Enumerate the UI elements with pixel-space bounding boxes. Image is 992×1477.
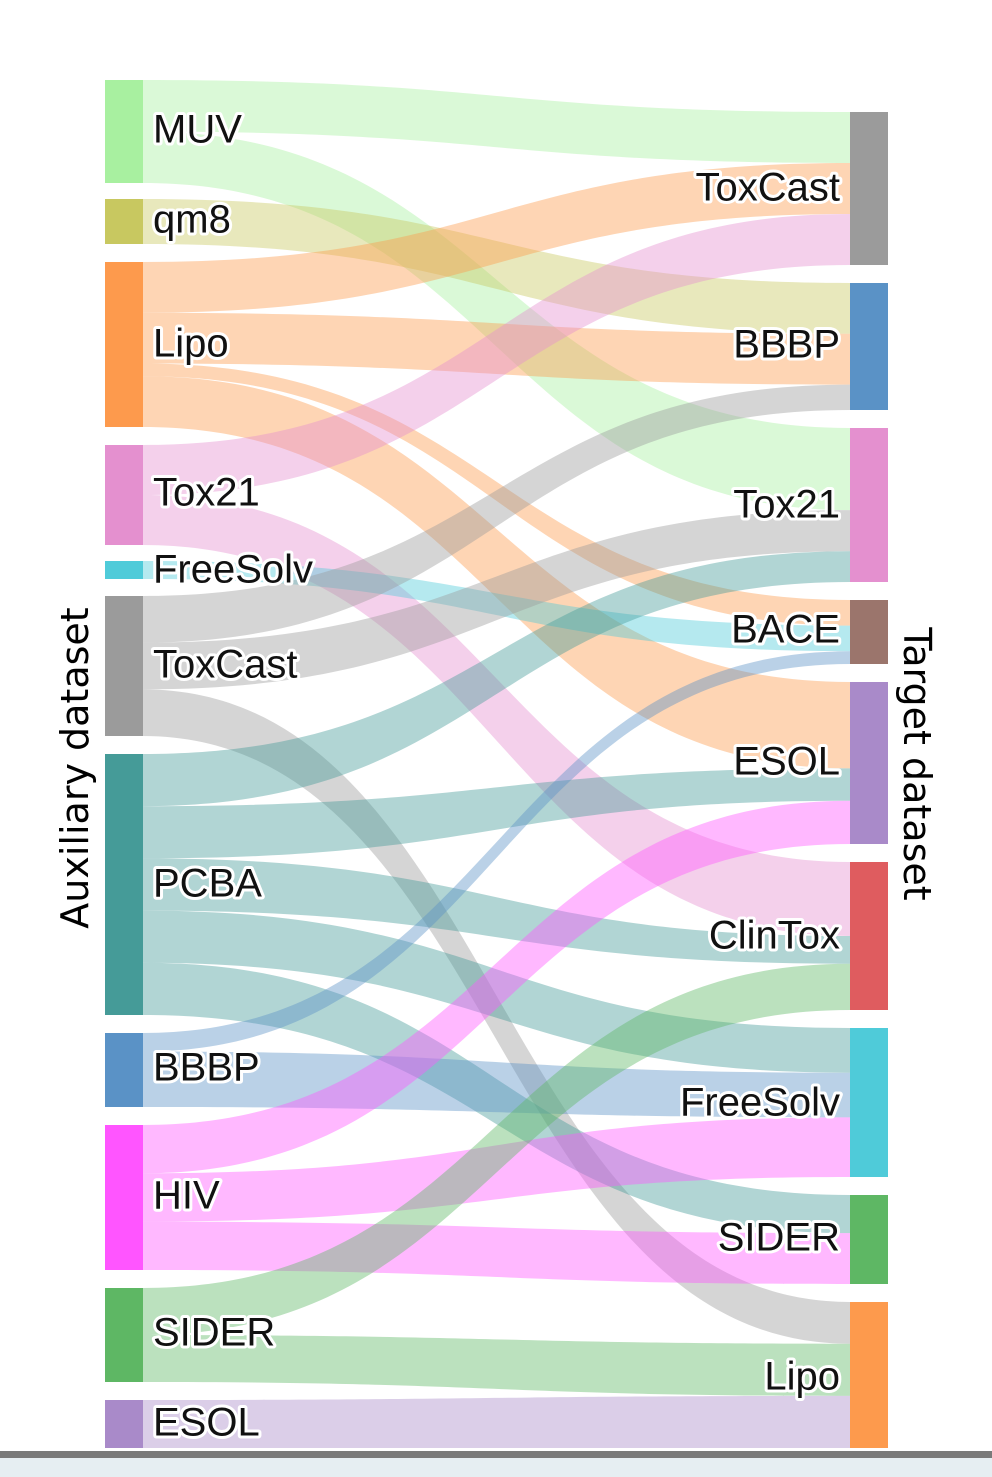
link-pcba-to-freesolv (143, 910, 850, 1073)
source-node-pcba (105, 754, 143, 1015)
source-node-freesolv (105, 561, 143, 579)
link-lipo-to-bbbp (143, 312, 850, 385)
target-node-bace (850, 600, 888, 664)
target-node-toxcast (850, 112, 888, 265)
link-toxcast-to-lipo (143, 689, 850, 1344)
source-node-qm8 (105, 199, 143, 244)
source-node-tox21 (105, 445, 143, 545)
source-label-muv: MUV (153, 108, 242, 152)
target-label-freesolv: FreeSolv (680, 1081, 840, 1125)
link-bbbp-to-freesolv (143, 1051, 850, 1118)
source-node-esol (105, 1400, 143, 1448)
link-muv-to-toxcast (143, 80, 850, 163)
link-esol-to-lipo (143, 1395, 850, 1448)
target-node-freesolv (850, 1028, 888, 1177)
target-label-sider: SIDER (718, 1216, 840, 1260)
source-label-lipo: Lipo (153, 322, 229, 366)
source-label-bbbp: BBBP (153, 1046, 260, 1090)
source-label-hiv: HIV (153, 1174, 220, 1218)
link-hiv-to-freesolv (143, 1117, 850, 1222)
link-pcba-to-sider (143, 962, 850, 1234)
link-tox21-to-toxcast (143, 214, 850, 495)
right-axis-title: Target dataset (895, 626, 939, 900)
source-label-toxcast: ToxCast (153, 643, 298, 687)
source-label-esol: ESOL (153, 1401, 260, 1445)
target-label-esol: ESOL (733, 740, 840, 784)
target-node-bbbp (850, 283, 888, 410)
source-label-freesolv: FreeSolv (153, 548, 313, 592)
link-toxcast-to-bbbp (143, 384, 850, 643)
sankey-links (143, 80, 850, 1448)
target-node-esol (850, 682, 888, 844)
link-lipo-to-bace (143, 363, 850, 626)
target-node-clintox (850, 862, 888, 1010)
source-node-muv (105, 80, 143, 183)
source-label-qm8: qm8 (153, 198, 231, 242)
link-pcba-to-tox21 (143, 551, 850, 807)
target-label-tox21: Tox21 (733, 483, 840, 527)
link-sider-to-lipo (143, 1335, 850, 1396)
source-node-lipo (105, 262, 143, 427)
target-label-lipo: Lipo (764, 1355, 840, 1399)
link-freesolv-to-bace (143, 561, 850, 652)
link-lipo-to-esol (143, 376, 850, 769)
source-label-pcba: PCBA (153, 862, 262, 906)
target-node-tox21 (850, 428, 888, 582)
source-label-sider: SIDER (153, 1311, 275, 1355)
sankey-labels: MUV qm8 Lipo Tox21 FreeSolv ToxCast PCBA BBBP HI… (150, 105, 843, 1448)
target-node-sider (850, 1195, 888, 1284)
link-muv-to-tox21 (143, 131, 850, 511)
sankey-nodes (105, 80, 888, 1448)
bottom-divider (0, 1451, 992, 1458)
link-tox21-to-clintox (143, 495, 850, 936)
link-lipo-to-toxcast (143, 163, 850, 313)
link-bbbp-to-bace (143, 651, 850, 1052)
source-node-hiv (105, 1125, 143, 1270)
link-pcba-to-esol (143, 768, 850, 859)
link-hiv-to-esol (143, 800, 850, 1174)
target-label-bbbp: BBBP (733, 323, 840, 367)
link-qm8-to-bbbp (143, 199, 850, 334)
target-node-lipo (850, 1302, 888, 1448)
link-pcba-to-clintox (143, 858, 850, 964)
link-toxcast-to-tox21 (143, 510, 850, 690)
target-label-clintox: ClinTox (709, 914, 840, 958)
source-node-bbbp (105, 1033, 143, 1107)
source-label-tox21: Tox21 (153, 471, 260, 515)
link-sider-to-clintox (143, 963, 850, 1335)
source-node-sider (105, 1288, 143, 1382)
target-label-bace: BACE (731, 608, 840, 652)
source-node-toxcast (105, 596, 143, 736)
left-axis-title: Auxiliary dataset (53, 607, 97, 928)
link-hiv-to-sider (143, 1221, 850, 1284)
target-label-toxcast: ToxCast (696, 166, 841, 210)
